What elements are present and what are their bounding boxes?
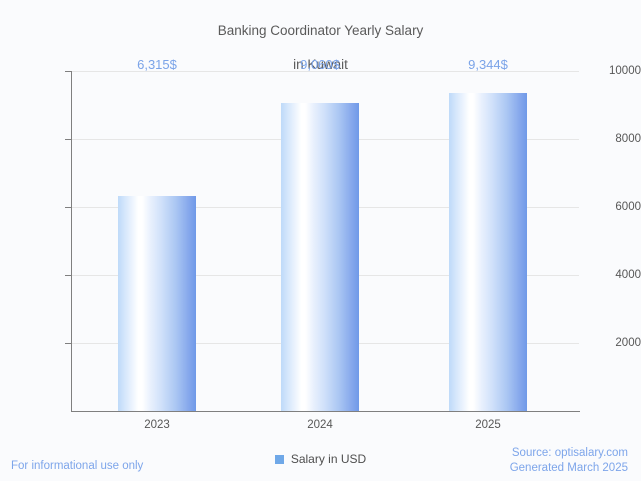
generated-date-text: Generated March 2025: [509, 462, 628, 474]
y-axis-label-6000: 6000: [615, 201, 641, 213]
bar-2023[interactable]: [118, 196, 196, 411]
y-axis-label-4000: 4000: [615, 269, 641, 281]
y-tick-8000: [65, 139, 71, 140]
y-axis-label-10000: 10000: [609, 65, 641, 77]
chart-title-line-2: in Kuwait: [293, 57, 348, 72]
y-axis-label-2000: 2000: [615, 337, 641, 349]
attribution-block: Source: optisalary.com Generated March 2…: [510, 446, 628, 476]
chart-title: Banking Coordinator Yearly Salary in Kuw…: [0, 5, 641, 73]
x-axis-label-2024: 2024: [307, 419, 333, 431]
y-tick-6000: [65, 207, 71, 208]
chart-title-line-1: Banking Coordinator Yearly Salary: [217, 23, 424, 38]
gridline-10000: [71, 71, 579, 72]
x-axis-label-2025: 2025: [475, 419, 501, 431]
bar-2024[interactable]: [281, 103, 359, 411]
x-axis-label-2023: 2023: [144, 419, 170, 431]
y-axis-label-8000: 8000: [615, 133, 641, 145]
y-tick-2000: [65, 343, 71, 344]
x-axis-line: [71, 411, 580, 412]
y-tick-4000: [65, 275, 71, 276]
y-tick-10000: [65, 71, 71, 72]
source-text: Source: optisalary.com: [511, 447, 628, 459]
disclaimer-text: For informational use only: [11, 460, 144, 472]
legend-item-label[interactable]: Salary in USD: [290, 452, 367, 466]
y-axis-line: [71, 71, 72, 412]
value-label-2025: 9,344$: [468, 57, 508, 72]
legend-swatch-icon: [274, 454, 284, 464]
bar-2025[interactable]: [449, 93, 527, 411]
value-label-2023: 6,315$: [137, 57, 177, 72]
value-label-2024: 9,060$: [300, 57, 340, 72]
plot-area: [71, 71, 579, 411]
chart-legend: Salary in USD: [0, 452, 641, 466]
